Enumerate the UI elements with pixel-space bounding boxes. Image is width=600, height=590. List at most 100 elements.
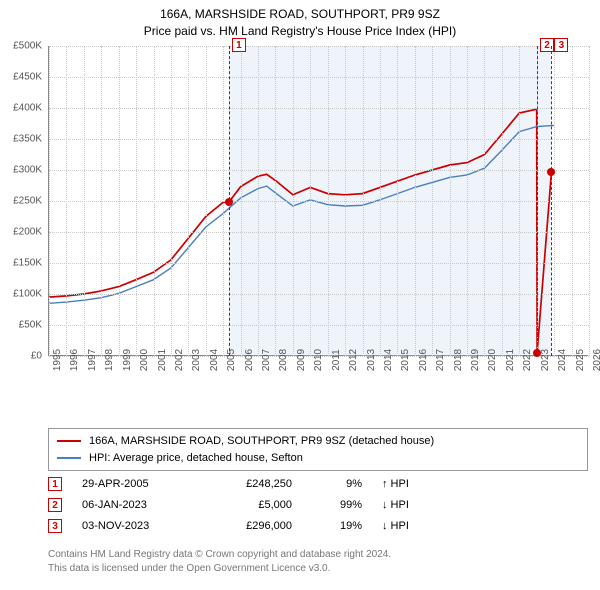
gridline-v [484,46,485,356]
gridline-v [241,46,242,356]
gridline-v [519,46,520,356]
gridline-v [450,46,451,356]
gridline-h [49,325,589,326]
gridline-h [49,294,589,295]
transaction-price: £5,000 [202,495,292,516]
x-axis-label: 1999 [122,349,133,371]
legend-label: HPI: Average price, detached house, Seft… [89,450,303,467]
x-axis-label: 2008 [278,349,289,371]
y-axis-label: £300K [13,165,42,176]
x-axis-label: 2014 [383,349,394,371]
legend: 166A, MARSHSIDE ROAD, SOUTHPORT, PR9 9SZ… [48,428,588,471]
x-axis-label: 2023 [540,349,551,371]
y-axis-label: £500K [13,41,42,52]
x-axis-label: 1996 [69,349,80,371]
legend-item: HPI: Average price, detached house, Seft… [57,450,579,467]
transaction-marker: 2 [48,498,62,512]
x-axis-label: 2015 [400,349,411,371]
x-axis-label: 2002 [174,349,185,371]
x-axis-label: 2005 [226,349,237,371]
gridline-v [188,46,189,356]
gridline-v [397,46,398,356]
x-axis-label: 2018 [453,349,464,371]
marker-dot [547,168,555,176]
gridline-v [258,46,259,356]
y-axis-label: £250K [13,196,42,207]
y-axis-label: £350K [13,134,42,145]
series-line [49,125,554,303]
x-axis-label: 1998 [104,349,115,371]
gridline-h [49,108,589,109]
x-axis-label: 2011 [331,349,342,371]
transaction-marker: 3 [48,519,62,533]
y-axis-label: £0 [31,351,42,362]
footer: Contains HM Land Registry data © Crown c… [48,548,588,575]
footer-line: Contains HM Land Registry data © Crown c… [48,548,588,562]
gridline-v [467,46,468,356]
gridline-v [66,46,67,356]
y-axis-label: £100K [13,289,42,300]
transaction-direction: ↑ HPI [382,474,422,495]
transaction-date: 06-JAN-2023 [82,495,182,516]
transaction-row: 2 06-JAN-2023 £5,000 99% ↓ HPI [48,495,588,516]
legend-swatch [57,457,81,459]
gridline-v [310,46,311,356]
x-axis-label: 2019 [470,349,481,371]
transaction-pct: 99% [312,495,362,516]
transaction-pct: 9% [312,474,362,495]
transaction-marker: 1 [48,477,62,491]
x-axis-label: 2026 [592,349,600,371]
x-axis-label: 2020 [487,349,498,371]
x-axis-label: 2006 [244,349,255,371]
footer-line: This data is licensed under the Open Gov… [48,562,588,576]
x-axis-label: 2012 [348,349,359,371]
y-axis-label: £150K [13,258,42,269]
gridline-v [345,46,346,356]
x-axis-label: 2009 [296,349,307,371]
gridline-v [293,46,294,356]
gridline-v [275,46,276,356]
gridline-v [206,46,207,356]
y-axis-label: £50K [19,320,42,331]
gridline-v [415,46,416,356]
gridline-v [502,46,503,356]
legend-swatch [57,440,81,442]
transaction-direction: ↓ HPI [382,495,422,516]
y-axis-label: £400K [13,103,42,114]
gridline-v [154,46,155,356]
transaction-row: 303-NOV-2023£296,00019%↓ HPI [48,516,588,537]
gridline-v [572,46,573,356]
transaction-price: £248,250 [202,474,292,495]
x-axis-label: 2016 [418,349,429,371]
x-axis-label: 2017 [435,349,446,371]
transaction-row: 1 29-APR-2005 £248,250 9% ↑ HPI [48,474,588,495]
gridline-h [49,201,589,202]
x-axis-label: 2021 [505,349,516,371]
gridline-h [49,139,589,140]
gridline-v [49,46,50,356]
marker-line [551,46,552,356]
transaction-pct: 19% [312,516,362,537]
gridline-h [49,46,589,47]
gridline-h [49,263,589,264]
y-axis-label: £200K [13,227,42,238]
gridline-h [49,77,589,78]
chart-title: 166A, MARSHSIDE ROAD, SOUTHPORT, PR9 9SZ [0,0,600,23]
transaction-direction: ↓ HPI [382,516,422,537]
marker-label: 1 [232,38,246,52]
gridline-v [432,46,433,356]
x-axis-label: 2007 [261,349,272,371]
transaction-date: 29-APR-2005 [82,474,182,495]
gridline-v [380,46,381,356]
gridline-v [554,46,555,356]
x-axis-label: 2003 [191,349,202,371]
chart-area: 123 £0£50K£100K£150K£200K£250K£300K£350K… [48,46,588,386]
x-axis-label: 2022 [522,349,533,371]
x-axis-label: 2004 [209,349,220,371]
x-axis-label: 2025 [575,349,586,371]
x-axis-label: 2000 [139,349,150,371]
x-axis-label: 2010 [313,349,324,371]
legend-item: 166A, MARSHSIDE ROAD, SOUTHPORT, PR9 9SZ… [57,433,579,450]
chart-subtitle: Price paid vs. HM Land Registry's House … [0,23,600,40]
marker-label: 3 [554,38,568,52]
